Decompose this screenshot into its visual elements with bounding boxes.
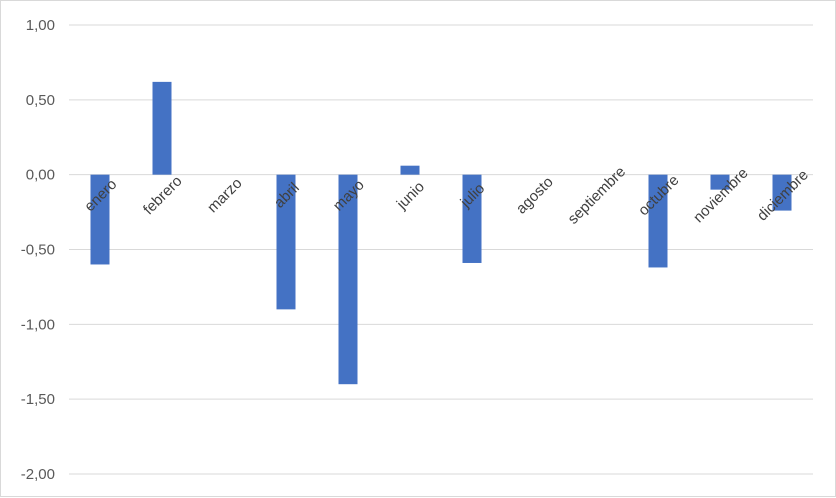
y-tick-label: 0,00 [26,167,55,184]
y-tick-label: -2,00 [21,466,55,483]
x-category-label: agosto [513,174,557,218]
gridlines [69,24,813,475]
bar-abril [276,174,296,310]
bar-enero [90,174,110,265]
bar-febrero [152,81,172,175]
x-category-label: marzo [204,175,245,216]
y-axis-ticks: 1,00 0,50 0,00 -0,50 -1,00 -1,50 -2,00 [21,17,55,483]
y-tick-label: -1,00 [21,316,55,333]
x-category-label: noviembre [690,165,752,227]
x-category-label: julio [457,180,489,212]
y-tick-label: 0,50 [26,92,55,109]
y-tick-label: 1,00 [26,17,55,34]
bar-octubre [648,174,668,268]
x-category-label: junio [393,178,428,213]
bar-diciembre [772,174,792,211]
x-axis-category-labels: enero febrero marzo abril mayo junio julio agos… [81,163,812,227]
x-category-label: abril [271,179,303,211]
bar-mayo [338,174,358,385]
y-tick-label: -0,50 [21,242,55,259]
bar-noviembre [710,174,730,190]
bar-junio [400,165,420,175]
x-category-label: septiembre [565,163,629,227]
bar-julio [462,174,482,263]
bars [90,81,792,385]
x-category-label: febrero [140,173,186,219]
y-tick-label: -1,50 [21,391,55,408]
